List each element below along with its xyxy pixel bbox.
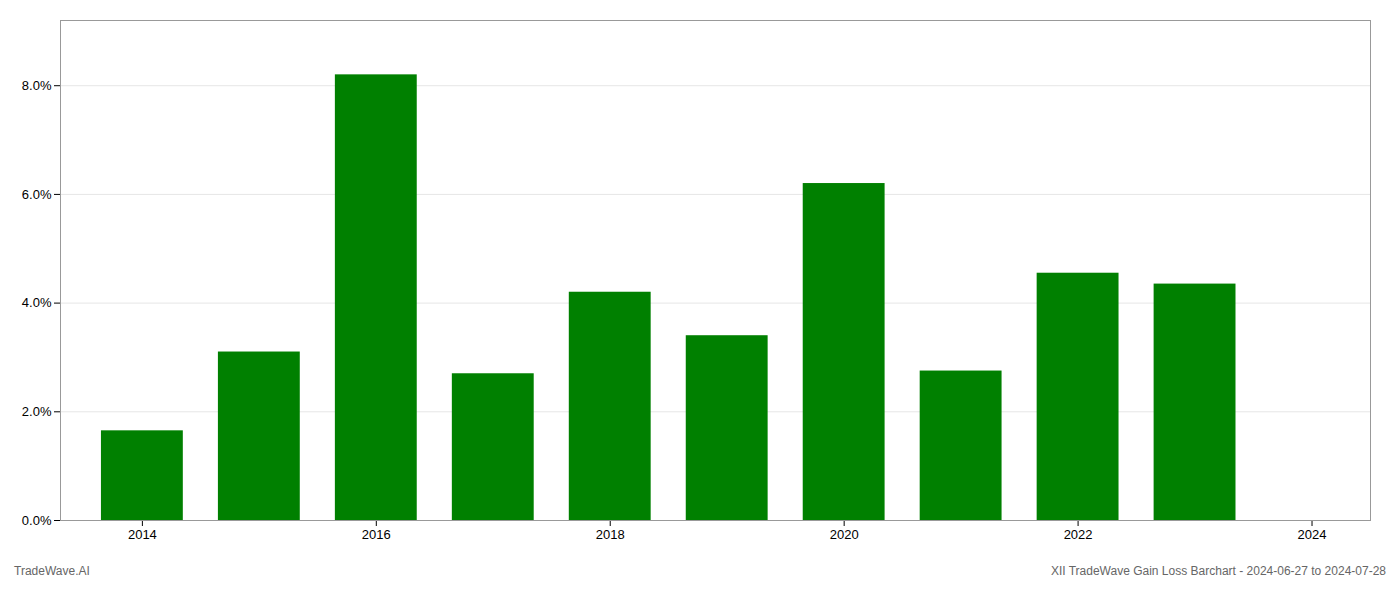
svg-text:2018: 2018: [596, 527, 625, 542]
svg-text:0.0%: 0.0%: [22, 513, 52, 528]
svg-text:2022: 2022: [1064, 527, 1093, 542]
svg-text:2024: 2024: [1298, 527, 1327, 542]
svg-text:8.0%: 8.0%: [22, 78, 52, 93]
svg-text:2020: 2020: [830, 527, 859, 542]
svg-text:2014: 2014: [128, 527, 157, 542]
svg-text:6.0%: 6.0%: [22, 187, 52, 202]
html-text:XII TradeWave Gain Loss Barcha: XII TradeWave Gain Loss Barchart - 2024-…: [1050, 564, 1386, 578]
html-text:TradeWave.AI: TradeWave.AI: [14, 564, 90, 578]
svg-text:2016: 2016: [362, 527, 391, 542]
svg-text:2.0%: 2.0%: [22, 404, 52, 419]
svg-text:4.0%: 4.0%: [22, 295, 52, 310]
